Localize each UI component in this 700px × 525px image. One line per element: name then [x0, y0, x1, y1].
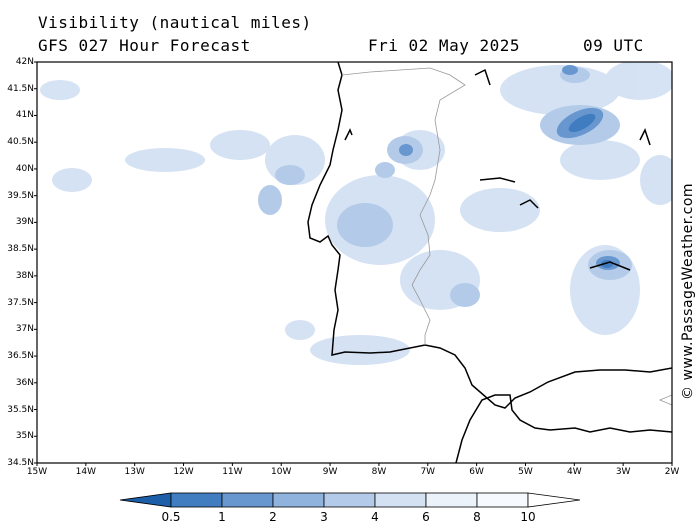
longitude-label: 7W: [420, 467, 436, 477]
legend-label: 2: [269, 510, 277, 524]
longitude-label: 13W: [124, 467, 145, 477]
latitude-label: 36.5N: [7, 351, 34, 362]
longitude-label: 15W: [26, 467, 48, 477]
longitude-label: 8W: [371, 467, 387, 477]
coastline: [307, 62, 672, 463]
longitude-label: 12W: [173, 467, 194, 477]
latitude-label: 40.5N: [7, 137, 34, 148]
forecast-date: Fri 02 May 2025: [368, 36, 520, 55]
longitude-label: 2W: [664, 467, 680, 477]
longitude-label: 11W: [222, 467, 243, 477]
legend-label: 0.5: [161, 510, 181, 524]
map-frame: [36, 61, 673, 464]
latitude-label: 41.5N: [7, 83, 34, 94]
legend-label: 4: [371, 510, 379, 524]
colorbar: [119, 492, 581, 508]
visibility-field: [37, 62, 672, 463]
latitude-label: 37.5N: [7, 297, 34, 308]
latitude-label: 38.5N: [7, 244, 34, 255]
latitude-label: 39.5N: [7, 190, 34, 201]
legend-label: 8: [473, 510, 481, 524]
latitude-label: 38N: [15, 270, 34, 281]
forecast-time: 09 UTC: [583, 36, 644, 55]
longitude-label: 9W: [322, 467, 338, 477]
longitude-label: 4W: [566, 467, 582, 477]
latitude-label: 34.5N: [7, 458, 34, 468]
latitude-label: 37N: [15, 324, 34, 335]
latitude-label: 36N: [15, 377, 34, 388]
latitude-label: 35N: [15, 431, 34, 442]
legend-label: 3: [320, 510, 328, 524]
longitude-label: 10W: [271, 467, 292, 477]
legend-label: 6: [422, 510, 430, 524]
longitude-label: 5W: [518, 467, 533, 477]
latitude-label: 35.5N: [7, 404, 34, 415]
legend-label: 10: [520, 510, 536, 524]
legend-label: 1: [218, 510, 226, 524]
longitude-label: 6W: [469, 467, 484, 477]
latitude-label: 39N: [15, 217, 34, 228]
longitude-label: 3W: [615, 467, 631, 477]
forecast-label: GFS 027 Hour Forecast: [38, 36, 251, 55]
latitude-label: 41N: [15, 110, 34, 121]
latitude-label: 40N: [15, 163, 34, 174]
latitude-label: 42N: [15, 57, 34, 67]
longitude-label: 14W: [75, 467, 97, 477]
country-border: [341, 67, 672, 406]
credit-watermark: © www.PassageWeather.com: [680, 182, 696, 400]
map-title: Visibility (nautical miles): [38, 13, 312, 32]
